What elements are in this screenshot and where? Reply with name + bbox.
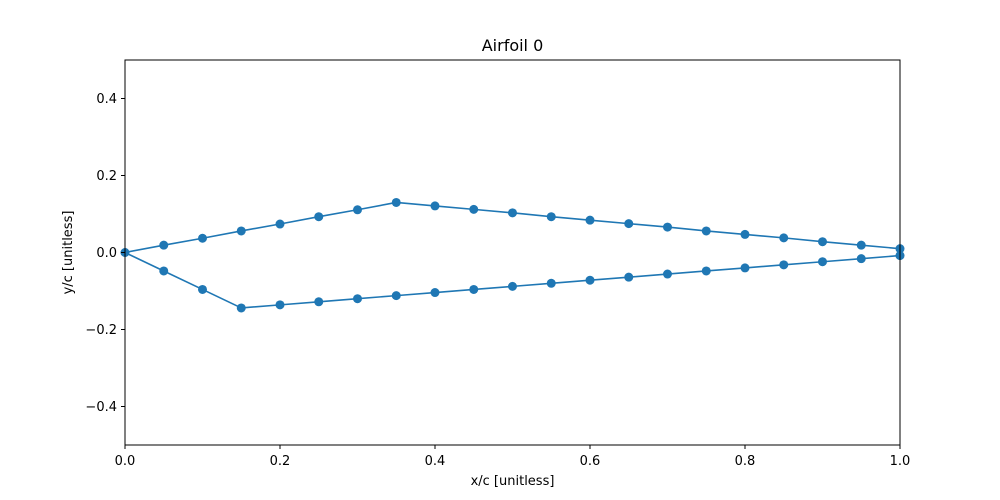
data-point xyxy=(779,260,789,270)
x-tick-label: 0.4 xyxy=(425,454,446,469)
data-point xyxy=(818,257,827,267)
data-point xyxy=(663,269,672,279)
data-point xyxy=(198,284,207,294)
data-point xyxy=(508,208,517,218)
x-tick-label: 0.0 xyxy=(115,454,136,469)
data-point xyxy=(546,212,556,222)
series-line xyxy=(124,201,901,309)
data-point xyxy=(624,219,634,229)
data-point xyxy=(818,237,827,247)
data-point xyxy=(856,240,866,250)
data-point xyxy=(159,266,169,276)
data-point xyxy=(740,263,750,273)
data-point xyxy=(663,222,672,232)
data-point xyxy=(198,233,207,243)
data-point xyxy=(701,266,711,276)
y-axis-label: y/c [unitless] xyxy=(61,211,76,295)
y-tick-label: −0.2 xyxy=(85,323,117,338)
data-point xyxy=(314,297,324,307)
data-point xyxy=(546,278,556,288)
x-axis-label: x/c [unitless] xyxy=(471,474,555,489)
x-tick-label: 0.6 xyxy=(580,454,601,469)
x-tick-label: 1.0 xyxy=(890,454,911,469)
data-point xyxy=(430,288,440,298)
data-point xyxy=(391,197,401,207)
data-point xyxy=(353,294,362,304)
data-point xyxy=(275,300,285,310)
data-point xyxy=(624,272,634,282)
data-point xyxy=(701,226,711,236)
y-tick-label: 0.4 xyxy=(96,92,117,107)
data-point xyxy=(856,254,866,264)
y-axis: −0.4 −0.2 0.0 0.2 0.4 xyxy=(85,92,125,415)
x-axis: 0.0 0.2 0.4 0.6 0.8 1.0 xyxy=(115,445,911,469)
plot-area xyxy=(120,197,905,313)
data-point xyxy=(391,291,401,301)
data-point xyxy=(314,212,324,222)
data-point xyxy=(236,303,246,313)
x-tick-label: 0.8 xyxy=(735,454,756,469)
data-point xyxy=(353,205,362,215)
data-point xyxy=(585,275,595,285)
x-tick-label: 0.2 xyxy=(270,454,291,469)
data-point xyxy=(469,204,479,214)
data-point xyxy=(779,233,789,243)
data-point xyxy=(159,240,169,250)
y-tick-label: 0.0 xyxy=(96,246,117,261)
axes-frame xyxy=(124,59,901,446)
data-point xyxy=(430,201,440,211)
data-point xyxy=(236,226,246,236)
y-tick-label: −0.4 xyxy=(85,400,117,415)
chart-title: Airfoil 0 xyxy=(482,36,544,55)
data-point xyxy=(508,281,517,291)
data-point xyxy=(275,219,285,229)
data-point xyxy=(585,215,595,225)
data-point xyxy=(740,229,750,239)
data-point xyxy=(469,284,479,294)
y-tick-label: 0.2 xyxy=(96,169,117,184)
